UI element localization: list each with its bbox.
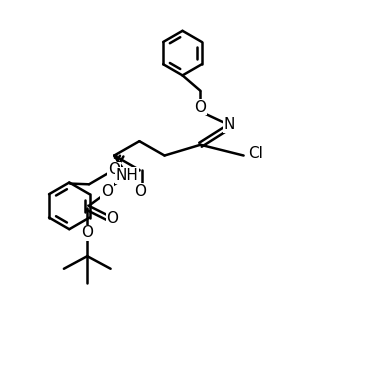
Text: O: O: [107, 211, 118, 226]
Text: O: O: [108, 162, 120, 177]
Text: Cl: Cl: [248, 146, 263, 161]
Text: O: O: [81, 225, 93, 240]
Text: N: N: [223, 118, 235, 132]
Text: O: O: [134, 184, 146, 199]
Text: O: O: [195, 100, 207, 115]
Text: O: O: [101, 184, 113, 199]
Text: NH: NH: [115, 168, 138, 183]
